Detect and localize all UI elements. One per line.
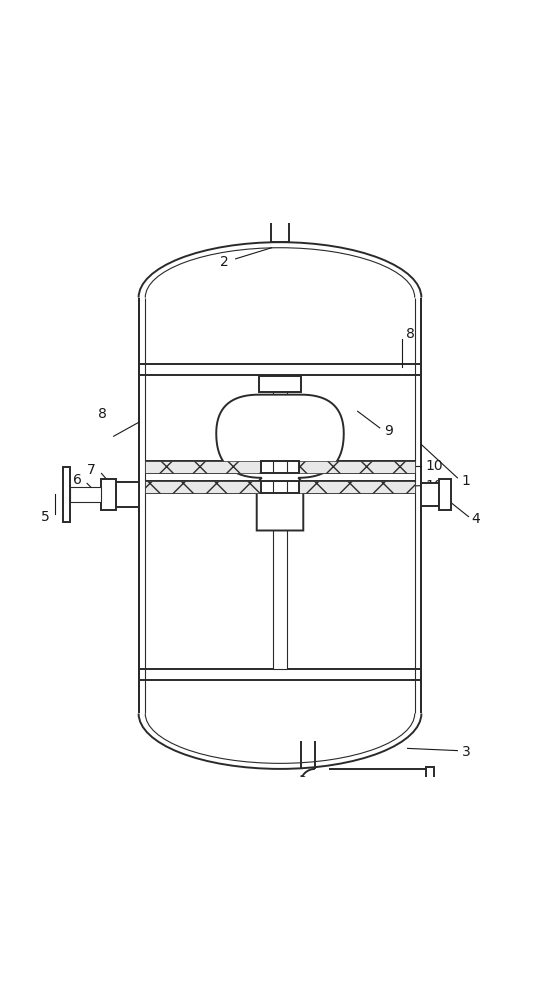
Bar bbox=[145, 461, 262, 473]
Bar bbox=[271, 221, 289, 242]
Text: 6: 6 bbox=[73, 473, 82, 487]
Bar bbox=[63, 467, 71, 522]
Text: 8: 8 bbox=[407, 327, 416, 341]
Bar bbox=[298, 481, 415, 493]
Text: 9: 9 bbox=[384, 424, 393, 438]
Polygon shape bbox=[216, 395, 344, 530]
Text: 5: 5 bbox=[41, 510, 50, 524]
Bar bbox=[298, 461, 415, 473]
Bar bbox=[426, 767, 433, 798]
Bar bbox=[439, 479, 451, 510]
Bar bbox=[261, 212, 299, 221]
Text: 3: 3 bbox=[462, 745, 470, 759]
Text: 8: 8 bbox=[98, 407, 107, 421]
Text: 10: 10 bbox=[425, 479, 443, 493]
Bar bbox=[145, 481, 262, 493]
Text: 7: 7 bbox=[87, 463, 96, 477]
Text: 10: 10 bbox=[425, 459, 443, 473]
Bar bbox=[101, 479, 116, 510]
Bar bbox=[116, 482, 139, 507]
Bar bbox=[273, 375, 287, 669]
Bar bbox=[262, 461, 298, 473]
Bar bbox=[262, 481, 298, 493]
Text: 2: 2 bbox=[220, 255, 229, 269]
Text: 1: 1 bbox=[462, 474, 471, 488]
Bar bbox=[259, 376, 301, 392]
Bar bbox=[71, 487, 101, 502]
Bar bbox=[421, 483, 439, 506]
Text: 4: 4 bbox=[472, 512, 480, 526]
